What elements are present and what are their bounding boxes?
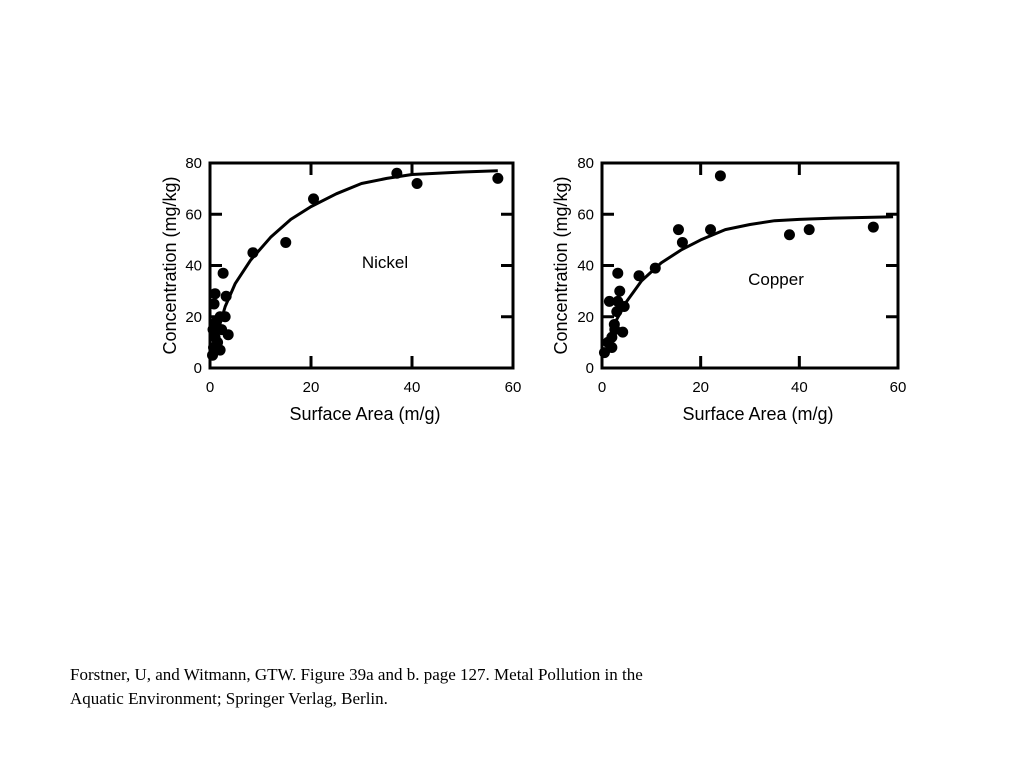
y-tick-label: 20 — [185, 309, 202, 326]
data-point — [803, 224, 815, 236]
data-point — [676, 236, 688, 248]
data-point — [672, 224, 684, 236]
x-tick-label: 40 — [791, 379, 808, 396]
y-axis-label: Concentration (mg/kg) — [160, 176, 180, 354]
x-tick-label: 40 — [404, 379, 421, 396]
data-point — [633, 270, 645, 282]
data-point — [618, 301, 630, 312]
data-point — [649, 262, 661, 274]
data-point — [222, 329, 234, 341]
data-point — [217, 267, 229, 279]
plot-frame — [600, 161, 900, 370]
x-tick-label: 60 — [890, 379, 907, 396]
data-point — [214, 311, 226, 323]
x-axis-label: Surface Area (m/g) — [289, 404, 440, 424]
data-point — [214, 344, 226, 356]
caption-line-1: Forstner, U, and Witmann, GTW. Figure 39… — [70, 665, 643, 684]
data-point — [280, 236, 292, 248]
data-point — [492, 172, 504, 184]
data-point — [617, 326, 629, 338]
fit-curve — [216, 169, 498, 333]
data-point — [208, 298, 220, 310]
y-tick-label: 20 — [577, 309, 594, 326]
data-point — [603, 295, 615, 307]
y-tick-label: 80 — [185, 155, 202, 172]
x-tick-label: 20 — [692, 379, 709, 396]
figure: 0 20 40 60 80 0 20 40 60 Surface Area (m/g) Concen… — [160, 155, 906, 424]
x-tick-label: 60 — [505, 379, 522, 396]
y-tick-label: 40 — [185, 258, 202, 275]
data-point — [608, 318, 620, 330]
data-point — [308, 193, 320, 205]
data-point — [612, 267, 624, 279]
data-point — [614, 285, 626, 297]
x-tick-label: 20 — [303, 379, 320, 396]
y-tick-label: 60 — [577, 206, 594, 223]
y-tick-label: 40 — [577, 258, 594, 275]
x-tick-label: 0 — [598, 379, 606, 396]
data-point — [391, 167, 403, 179]
chart-copper: 0 20 40 60 80 0 20 40 60 Surface Area (m/g) Concen… — [551, 155, 906, 424]
figure-caption: Forstner, U, and Witmann, GTW. Figure 39… — [70, 663, 830, 711]
caption-line-2: Aquatic Environment; Springer Verlag, Be… — [70, 689, 388, 708]
series-label: Nickel — [362, 253, 408, 272]
data-point — [247, 247, 259, 259]
data-point — [867, 221, 879, 233]
y-tick-label: 60 — [185, 206, 202, 223]
x-tick-label: 0 — [206, 379, 214, 396]
y-axis-label: Concentration (mg/kg) — [551, 176, 571, 354]
data-point — [209, 288, 221, 300]
y-tick-label: 0 — [194, 360, 202, 377]
series-label: Copper — [748, 270, 804, 289]
y-tick-label: 0 — [586, 360, 594, 377]
data-point — [220, 290, 232, 302]
data-point — [606, 342, 618, 353]
data-point — [411, 178, 423, 189]
data-point — [705, 224, 717, 236]
x-axis-label: Surface Area (m/g) — [682, 404, 833, 424]
chart-nickel: 0 20 40 60 80 0 20 40 60 Surface Area (m/g) Concen… — [160, 155, 521, 424]
data-point — [714, 170, 726, 182]
y-tick-label: 80 — [577, 155, 594, 172]
fit-curve — [608, 215, 894, 338]
data-point — [783, 229, 795, 241]
